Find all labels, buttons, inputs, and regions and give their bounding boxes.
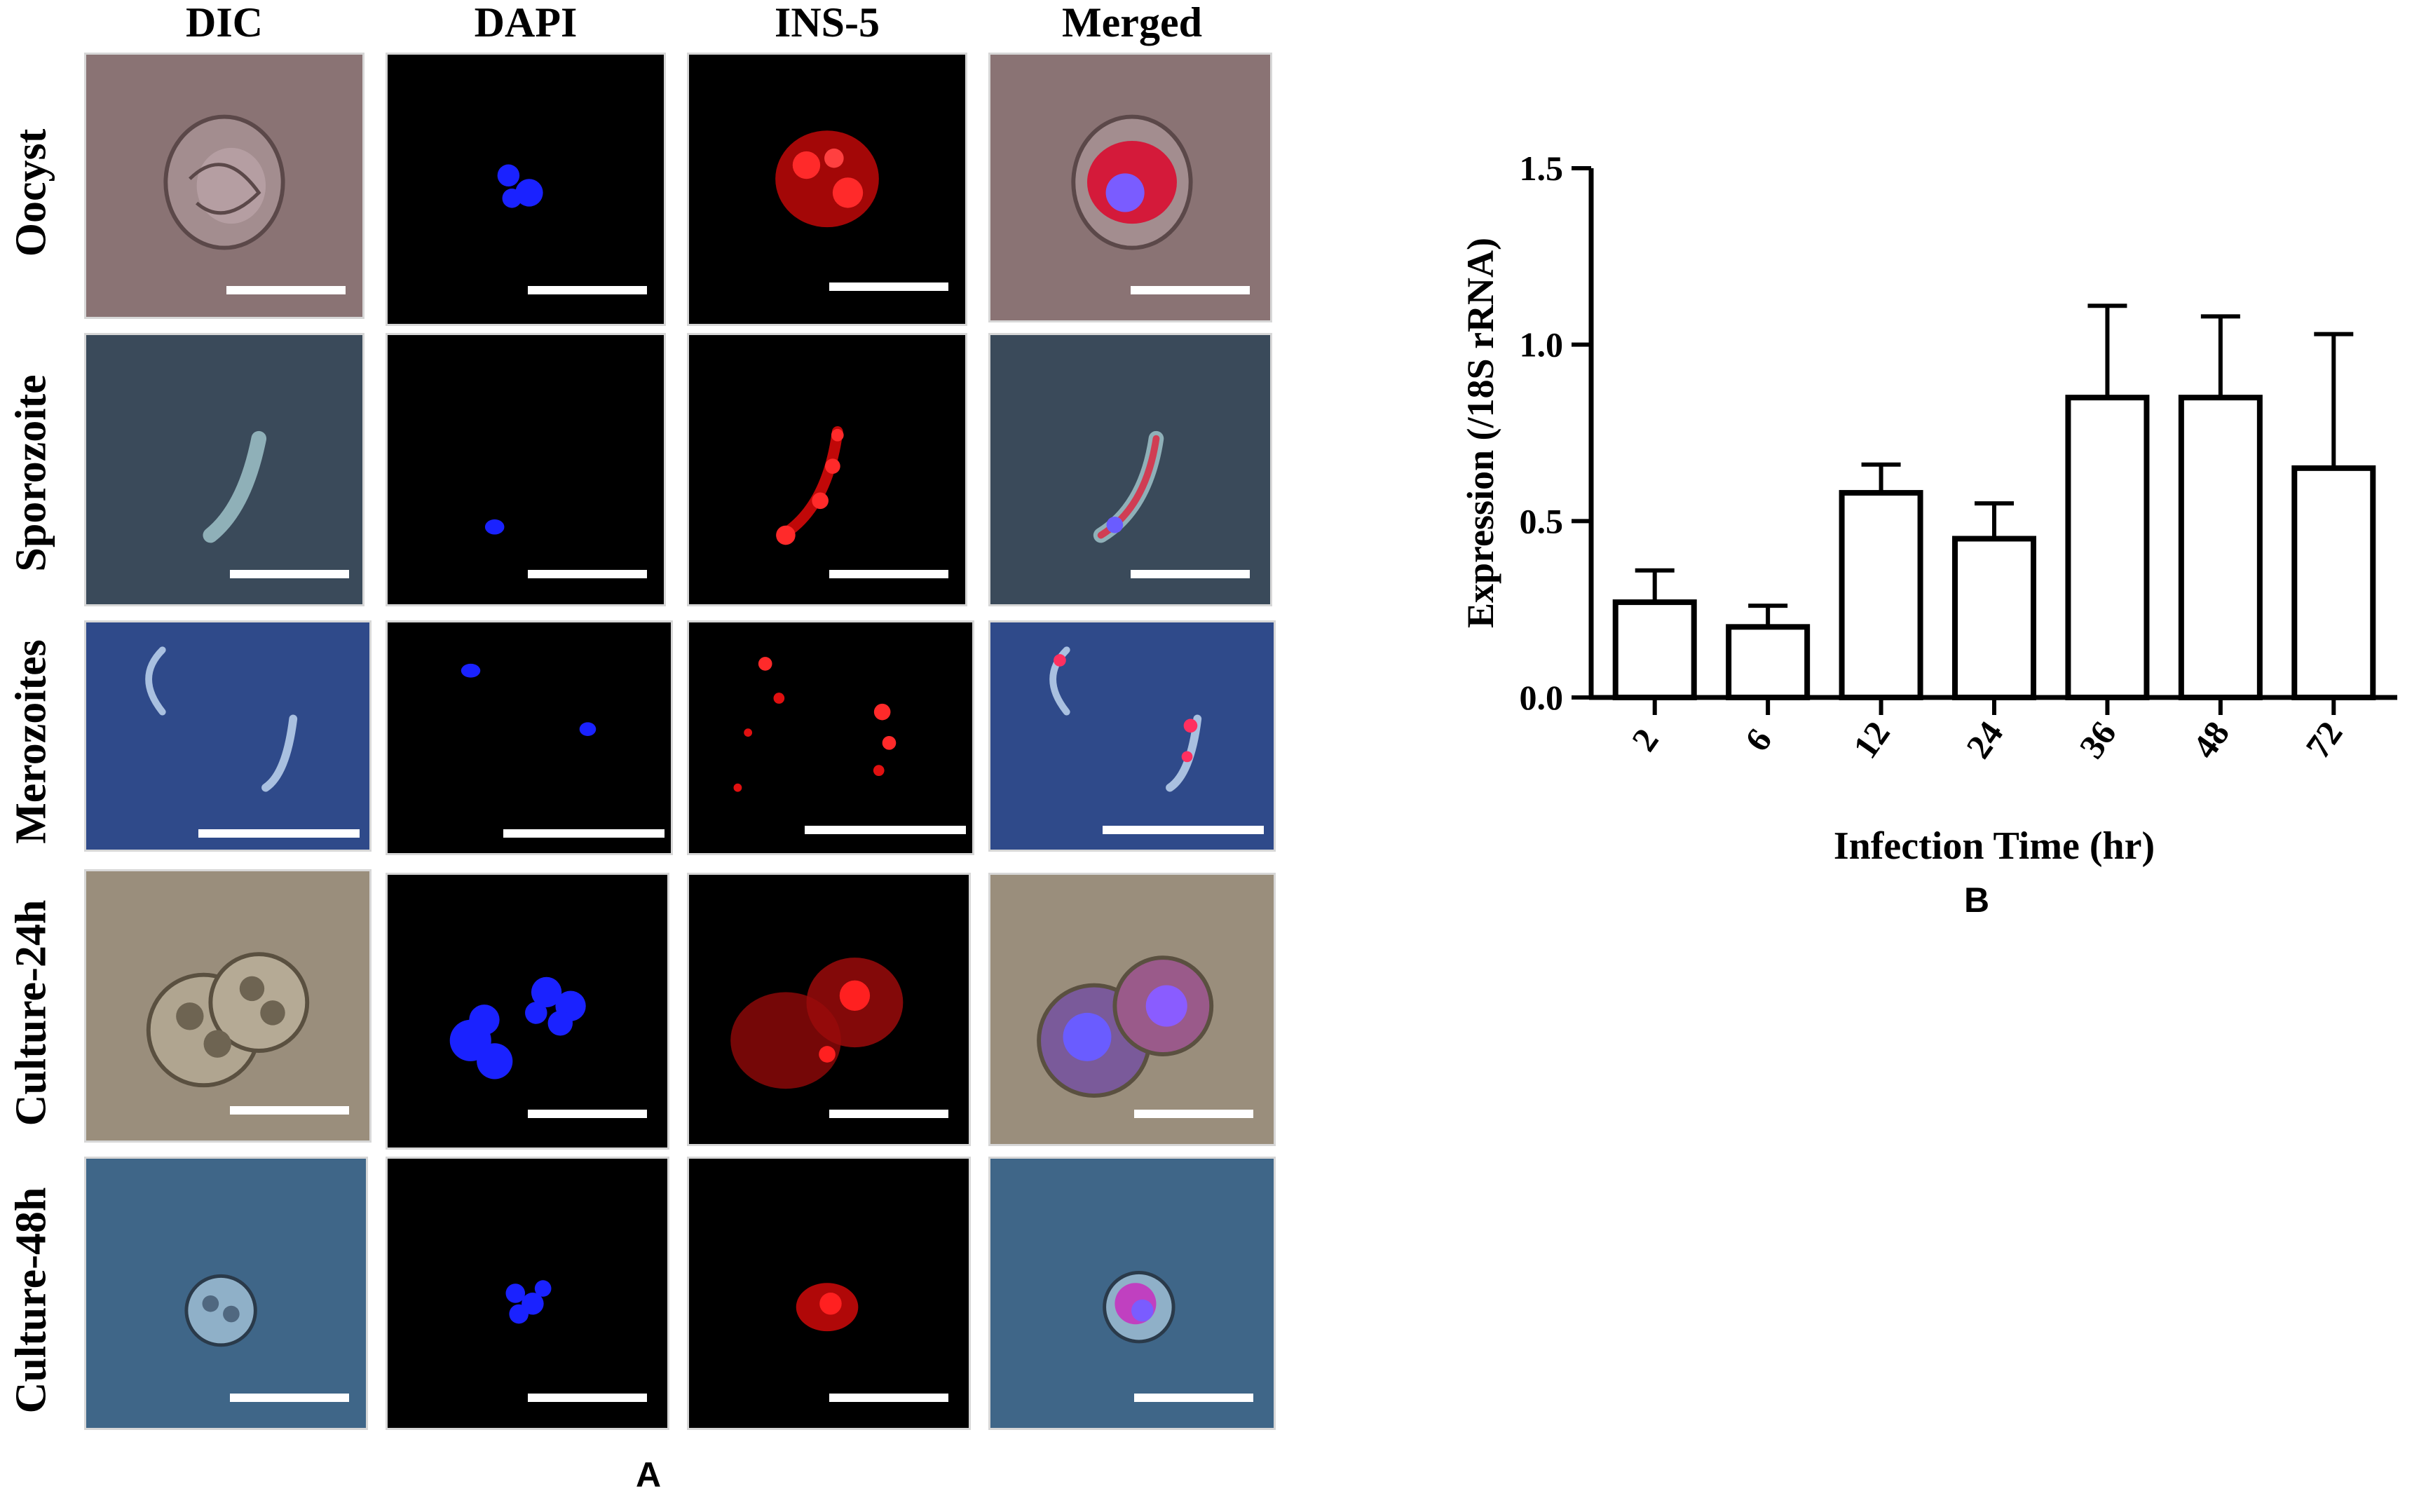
bar — [1726, 624, 1811, 700]
image-merozoites-dic — [84, 620, 372, 852]
sporozoite-dic-cell — [203, 430, 267, 543]
row-label-culture-48h: Culture-48h — [7, 1187, 55, 1414]
x-tick-label: 24 — [1958, 714, 2011, 765]
image-culture48h-dic — [84, 1157, 368, 1430]
image-sporozoite-dapi — [386, 333, 666, 606]
sporozoite-dapi-nuclei — [484, 519, 505, 535]
row-label-oocyst: Oocyst — [7, 128, 55, 257]
culture24h-merged-overlay — [1037, 955, 1214, 1098]
x-tick-label: 48 — [2185, 714, 2237, 765]
column-header-merged: Merged — [1062, 0, 1202, 46]
y-tick-label: 1.0 — [1520, 325, 1564, 365]
merozoites-dapi-nuclei — [461, 663, 597, 737]
image-oocyst-dapi — [386, 53, 666, 326]
y-tick-label: 0.0 — [1520, 678, 1564, 717]
culture24h-ins5-signal — [730, 958, 904, 1089]
culture48h-merged-overlay — [1103, 1271, 1175, 1344]
merozoites-ins5-signal — [733, 657, 897, 792]
expression-bar-chart: 0.0 0.5 1.0 1.5 2 6 12 24 36 48 72 Infection Time (… — [1459, 149, 2397, 868]
bar — [2291, 465, 2376, 700]
y-tick-label: 0.5 — [1520, 501, 1564, 540]
culture48h-dapi-nuclei — [505, 1280, 552, 1324]
image-merozoites-dapi — [386, 620, 673, 855]
scale-bar — [226, 286, 346, 294]
x-tick-label: 6 — [1737, 721, 1779, 758]
image-culture24h-merged — [988, 873, 1276, 1146]
x-tick-label: 36 — [2071, 714, 2124, 765]
scale-bar — [1134, 1394, 1253, 1402]
image-culture48h-ins5 — [687, 1157, 971, 1430]
image-culture24h-dapi — [386, 873, 669, 1150]
sporozoite-merged-overlay — [1093, 430, 1164, 543]
oocyst-dapi-nuclei — [497, 164, 543, 208]
culture24h-dic-cells — [146, 952, 310, 1088]
image-culture24h-ins5 — [687, 873, 971, 1146]
image-oocyst-dic — [84, 53, 364, 319]
panel-label-b: B — [1963, 880, 1990, 920]
sporozoite-ins5-signal — [776, 425, 844, 545]
y-axis-title: Expression (/18S rRNA) — [1459, 238, 1501, 628]
scale-bar — [528, 286, 647, 294]
bar — [2178, 395, 2263, 700]
culture48h-ins5-signal — [796, 1283, 859, 1332]
row-label-sporozoite: Sporozoite — [7, 374, 55, 572]
scale-bar — [503, 829, 665, 838]
image-oocyst-ins5 — [687, 53, 967, 326]
scale-bar — [1131, 286, 1250, 294]
scale-bar — [230, 570, 349, 578]
oocyst-dic-cell — [163, 114, 285, 250]
bar — [1839, 490, 1923, 700]
scale-bar — [829, 282, 948, 291]
merozoites-merged-overlay — [1049, 646, 1202, 792]
y-tick-label: 1.5 — [1520, 149, 1564, 188]
x-axis-title: Infection Time (hr) — [1834, 824, 2155, 868]
scale-bar — [528, 1394, 647, 1402]
scale-bar — [1131, 570, 1250, 578]
column-header-ins5: INS-5 — [774, 0, 880, 46]
merozoites-dic-cells — [145, 646, 298, 792]
image-culture48h-merged — [988, 1157, 1276, 1430]
bar — [1952, 536, 2036, 700]
column-header-dapi: DAPI — [474, 0, 578, 46]
scale-bar — [1103, 826, 1264, 834]
scale-bar — [528, 570, 647, 578]
scale-bar — [829, 1110, 948, 1118]
image-culture24h-dic — [84, 869, 372, 1143]
image-sporozoite-ins5 — [687, 333, 967, 606]
scale-bar — [230, 1106, 349, 1115]
image-culture48h-dapi — [386, 1157, 669, 1430]
scale-bar — [230, 1394, 349, 1402]
bar — [1612, 599, 1697, 700]
scale-bar — [829, 1394, 948, 1402]
oocyst-ins5-signal — [775, 130, 879, 228]
x-tick-label: 12 — [1845, 714, 1897, 765]
image-sporozoite-merged — [988, 333, 1272, 606]
scale-bar — [805, 826, 966, 834]
culture48h-dic-cell — [184, 1274, 257, 1347]
bar — [2065, 395, 2150, 700]
image-sporozoite-dic — [84, 333, 364, 606]
scale-bar — [198, 829, 360, 838]
column-header-dic: DIC — [185, 0, 263, 46]
scale-bar — [1134, 1110, 1253, 1118]
culture24h-dapi-nuclei — [449, 976, 586, 1079]
image-merozoites-ins5 — [687, 620, 974, 855]
row-label-culture-24h: Culture-24h — [7, 899, 55, 1126]
panel-label-a: A — [635, 1455, 662, 1494]
scale-bar — [528, 1110, 647, 1118]
image-merozoites-merged — [988, 620, 1276, 852]
oocyst-merged-overlay — [1071, 114, 1193, 250]
x-tick-label: 72 — [2298, 714, 2350, 765]
image-oocyst-merged — [988, 53, 1272, 322]
scale-bar — [829, 570, 948, 578]
x-tick-label: 2 — [1624, 721, 1666, 758]
row-label-merozoites: Merozoites — [7, 639, 55, 844]
